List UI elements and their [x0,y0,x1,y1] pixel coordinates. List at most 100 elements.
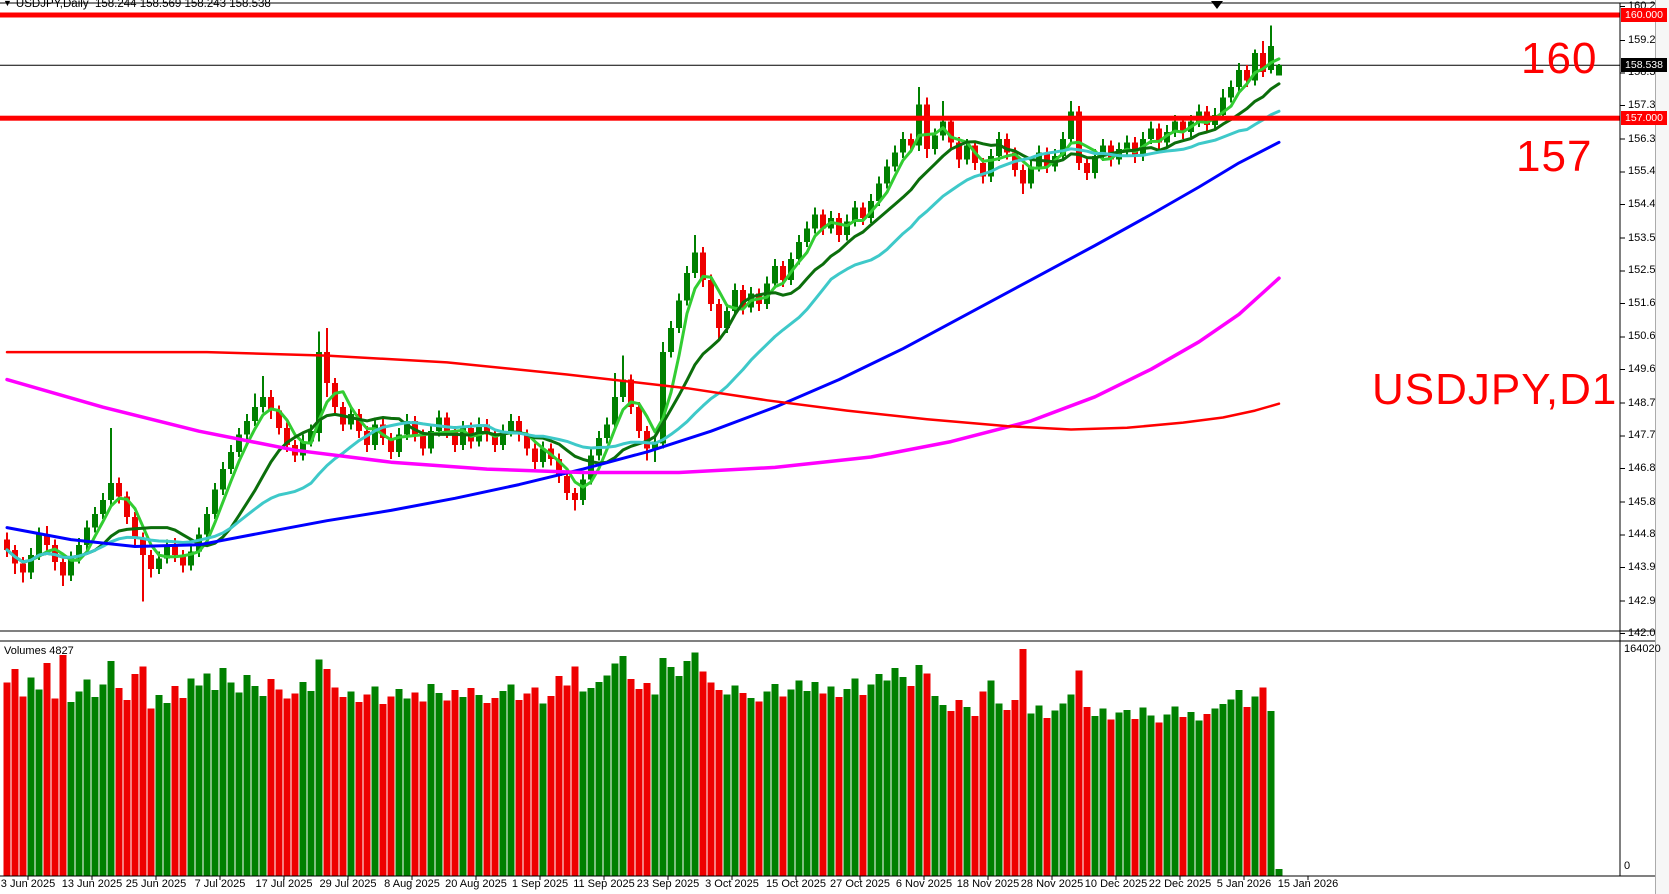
volume-bar [971,716,979,876]
volume-bar [547,695,555,876]
candle-body [1260,52,1266,72]
volume-bar [139,666,147,876]
candle-body [732,290,738,311]
volume-bar [435,693,443,876]
candle-body [28,555,34,573]
candle-body [788,259,794,280]
candle-body [124,496,130,518]
volume-bar [987,680,995,876]
right-scroll-strip[interactable] [1655,0,1669,894]
candle-body [372,424,378,445]
volume-bar [587,688,595,876]
price-badge-160: 160.000 [1621,8,1667,22]
candle-body [44,534,50,545]
volume-bar [691,652,699,876]
candle-body [652,441,658,449]
candle-body [572,493,578,501]
volume-bar [883,680,891,876]
x-axis-label: 22 Dec 2025 [1148,878,1212,890]
autoscroll-marker-icon[interactable] [1211,1,1223,9]
candle-body [316,352,322,433]
volume-bar [1179,716,1187,876]
candle-body [1172,121,1178,132]
x-axis-label: 8 Aug 2025 [384,878,440,890]
volume-bar [651,694,659,876]
volume-bar [531,687,539,876]
candle-body [1092,156,1098,174]
volume-bar [1099,708,1107,876]
volume-bar [443,700,451,876]
volume-bar [1123,709,1131,876]
volume-bar [275,689,283,876]
volume-bar [523,693,531,876]
candle-body [364,431,370,445]
candle-body [1020,169,1026,184]
volume-bar [219,667,227,876]
volume-bar [379,704,387,876]
annotation-level-160[interactable]: 160 [1521,34,1598,83]
volume-bar [371,686,379,876]
title-symbol: USDJPY,Daily [15,0,89,10]
volume-bar [571,666,579,876]
candle-body [636,407,642,432]
x-axis-label: 29 Jul 2025 [319,878,377,890]
candle-body [524,434,530,449]
candle-body [676,300,682,329]
volume-bar [667,667,675,876]
volume-bar [1003,709,1011,876]
volume-bar [251,685,259,876]
volume-bar [1163,714,1171,876]
candle-body [708,279,714,304]
candle-body [1060,138,1066,157]
candle-body [20,563,26,573]
candle-body [996,138,1002,157]
x-axis-label: 15 Jan 2026 [1277,878,1339,890]
volume-bar [1251,696,1259,876]
candle-body [252,407,258,421]
chart-title: ▼ USDJPY,Daily 158.244 158.569 158.243 15… [3,0,271,10]
volume-bar [203,673,211,876]
volume-bar [243,674,251,876]
volume-bar [75,691,83,876]
x-axis-label: 11 Sep 2025 [573,878,635,890]
x-axis-label: 5 Jan 2026 [1216,878,1272,890]
candle-body [868,200,874,218]
volume-bar [803,690,811,876]
volume-bar [1035,705,1043,876]
ma-blue [5,140,1281,548]
annotation-symbol-label[interactable]: USDJPY,D1 [1372,365,1618,414]
volume-bar [619,655,627,876]
volume-bar [771,683,779,876]
candle-body [1084,162,1090,174]
volume-bar [843,688,851,876]
volume-bar [363,694,371,876]
volume-bar [635,688,643,876]
x-axis-label: 18 Nov 2025 [956,878,1020,890]
volume-bar [875,674,883,876]
ma-light-green [5,57,1281,564]
candle-body [228,451,234,470]
candle-body [460,427,466,445]
volume-bar [1195,720,1203,876]
volume-bar [155,695,163,876]
annotation-level-157[interactable]: 157 [1516,132,1593,181]
volume-bar [1083,707,1091,876]
volume-bar [563,685,571,876]
volume-bar [171,685,179,876]
volume-bar [187,678,195,876]
candle-body [668,328,674,353]
volume-bar [1067,694,1075,876]
candle-body [428,431,434,449]
volume-bar [1011,700,1019,876]
volume-bar [403,698,411,876]
volume-bar [731,685,739,876]
volume-bar [819,693,827,876]
volume-bar [1131,718,1139,876]
candle-body [604,424,610,439]
volume-indicator-label: Volumes 4827 [4,645,74,657]
candle-body [1220,97,1226,115]
title-dropdown-icon[interactable]: ▼ [3,0,12,8]
volume-bar [507,684,515,876]
candle-body [772,266,778,284]
